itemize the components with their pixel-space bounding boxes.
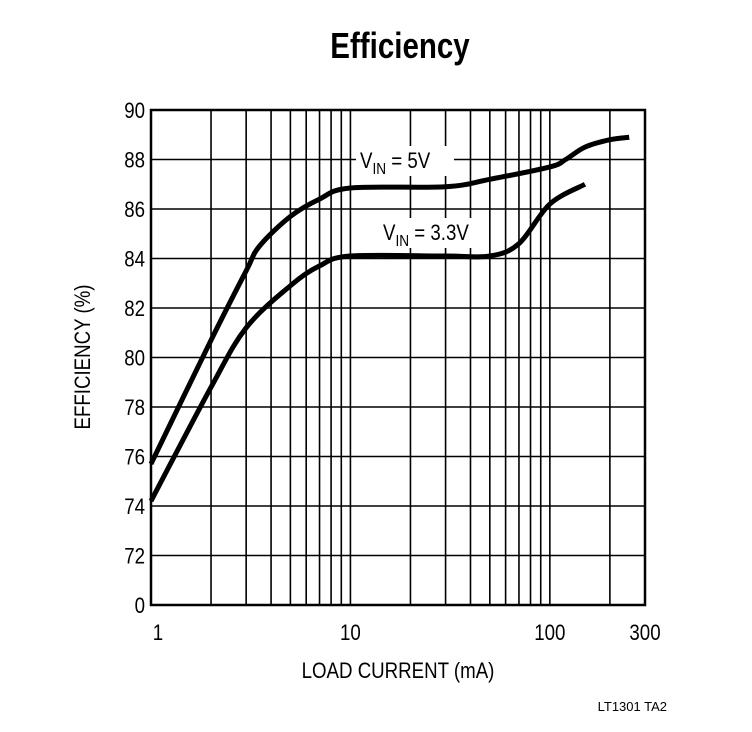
footnote: LT1301 TA2 (598, 699, 667, 714)
y-tick-label: 88 (124, 149, 145, 173)
series-labels: VIN = 5V VIN = 3.3V (356, 146, 489, 250)
curves (148, 134, 630, 503)
y-tick-labels: 0 72 74 76 78 80 82 84 86 88 90 (124, 100, 145, 619)
series-line (148, 134, 630, 466)
y-tick-label: 82 (124, 298, 145, 322)
x-tick-label: 300 (629, 622, 660, 646)
series-line (148, 182, 587, 503)
series-label: VIN = 3.3V (383, 222, 469, 251)
plot-frame (149, 108, 647, 607)
series-label-background (379, 218, 489, 248)
y-tick-label: 80 (124, 347, 145, 371)
grid (151, 110, 645, 605)
series-label-background (356, 146, 454, 176)
y-tick-label: 78 (124, 397, 145, 421)
y-tick-label: 0 (135, 595, 145, 619)
x-tick-label: 1 (153, 622, 163, 646)
y-tick-label: 72 (124, 545, 145, 569)
y-tick-label: 74 (124, 496, 145, 520)
x-axis-label: LOAD CURRENT (mA) (302, 660, 495, 684)
y-tick-label: 76 (124, 446, 145, 470)
x-tick-labels: 1 10 100 300 (153, 622, 661, 646)
y-tick-label: 84 (124, 248, 145, 272)
y-tick-label: 90 (124, 100, 145, 124)
series-label: VIN = 5V (360, 150, 431, 179)
x-tick-label: 10 (340, 622, 361, 646)
x-tick-label: 100 (534, 622, 565, 646)
y-tick-label: 86 (124, 199, 145, 223)
chart-title: Efficiency (330, 25, 470, 65)
y-axis-label: EFFICIENCY (%) (72, 284, 96, 429)
